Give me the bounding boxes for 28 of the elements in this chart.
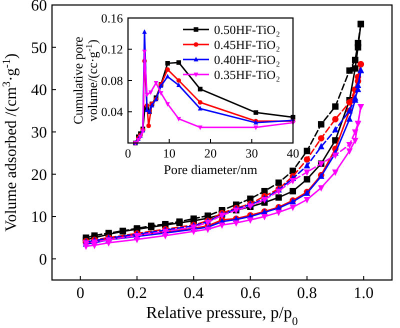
y-tick-label: 60 bbox=[31, 0, 47, 15]
y-tick-label: 0.04 bbox=[101, 105, 124, 120]
legend-label: 0.45HF-TiO₂ bbox=[214, 38, 280, 52]
x-axis-title: Pore diameter/nm bbox=[164, 162, 258, 177]
x-tick-label: 30 bbox=[246, 146, 258, 160]
y-tick-label: 0.12 bbox=[101, 42, 123, 57]
x-tick-label: 20 bbox=[204, 146, 217, 160]
legend-label: 0.50HF-TiO₂ bbox=[214, 22, 280, 37]
legend-label: 0.35HF-TiO₂ bbox=[214, 68, 280, 82]
x-tick-label: 10 bbox=[163, 146, 176, 160]
x-tick-label: 0 bbox=[76, 285, 84, 302]
x-tick-label: 0.8 bbox=[297, 285, 317, 302]
y-tick-label: 50 bbox=[31, 40, 47, 57]
x-tick-label: 0.4 bbox=[184, 285, 204, 302]
x-tick-label: 40 bbox=[286, 146, 300, 160]
x-tick-label: 0.6 bbox=[240, 285, 260, 302]
y-tick-label: 10 bbox=[31, 209, 47, 226]
y-tick-label: 20 bbox=[31, 166, 47, 184]
legend-label: 0.40HF-TiO₂ bbox=[214, 52, 280, 67]
x-tick-label: 0 bbox=[124, 146, 132, 160]
y-tick-label: 40 bbox=[31, 82, 47, 100]
x-axis-title: Relative pressure, p/p$_{0}$ bbox=[146, 303, 298, 328]
y-tick-label: 0.16 bbox=[101, 11, 123, 26]
y-tick-label: 0.08 bbox=[101, 74, 123, 88]
x-tick-label: 1.0 bbox=[354, 285, 374, 302]
x-tick-label: 0.2 bbox=[127, 285, 147, 302]
y-tick-label: 30 bbox=[31, 124, 47, 142]
y-tick-label: 0 bbox=[39, 251, 47, 268]
